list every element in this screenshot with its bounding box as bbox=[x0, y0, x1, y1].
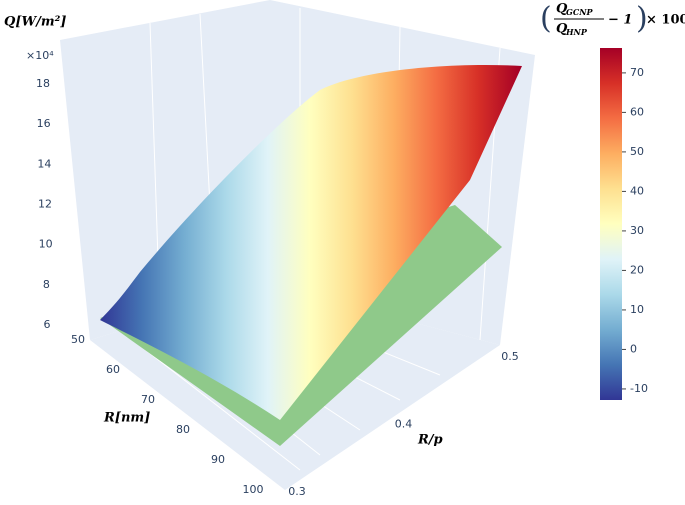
z-tick-label: 12 bbox=[38, 198, 52, 211]
paren: ( bbox=[540, 1, 552, 36]
colorbar-tick-label: 30 bbox=[630, 224, 644, 237]
main-surface bbox=[100, 65, 522, 420]
colorbar-tick-label: 50 bbox=[630, 145, 644, 158]
num: Q bbox=[556, 2, 568, 17]
colorbar-tick-label: 20 bbox=[630, 263, 644, 276]
times-100: × 100 bbox=[646, 13, 685, 28]
x-tick-label: 50 bbox=[71, 333, 85, 346]
y-tick-label: 0.4 bbox=[395, 418, 413, 431]
y-tick-label: 0.5 bbox=[501, 350, 519, 363]
minus-one: − 1 bbox=[608, 13, 632, 28]
x-tick-label: 60 bbox=[106, 363, 120, 376]
z-multiplier: ×10⁴ bbox=[26, 49, 54, 62]
colorbar-tick-label: 70 bbox=[630, 66, 644, 79]
x-tick-label: 80 bbox=[176, 423, 190, 436]
z-tick-label: 8 bbox=[43, 278, 50, 291]
x-title: R[nm] bbox=[103, 411, 150, 426]
colorbar-tick-label: -10 bbox=[630, 382, 648, 395]
y-tick-label: 0.3 bbox=[288, 485, 306, 498]
z-tick-label: 10 bbox=[39, 238, 53, 251]
y-title: R/p bbox=[417, 433, 443, 448]
z-title: Q[W/m²] bbox=[4, 15, 66, 30]
colorbar bbox=[600, 48, 622, 400]
colorbar-tick-label: 60 bbox=[630, 105, 644, 118]
num-sub: GCNP bbox=[566, 7, 594, 17]
den: Q bbox=[556, 22, 568, 37]
colorbar-tick-label: 40 bbox=[630, 184, 644, 197]
z-tick-label: 16 bbox=[37, 117, 51, 130]
colorbar-tick-label: 10 bbox=[630, 303, 644, 316]
colorbar-tick-label: 0 bbox=[630, 342, 637, 355]
z-tick-label: 18 bbox=[36, 77, 50, 90]
x-tick-label: 70 bbox=[141, 393, 155, 406]
den-sub: HNP bbox=[565, 27, 588, 37]
paren: ) bbox=[636, 1, 648, 36]
x-tick-label: 90 bbox=[211, 453, 225, 466]
x-tick-label: 100 bbox=[243, 483, 264, 496]
z-tick-label: 6 bbox=[44, 318, 51, 331]
z-tick-label: 14 bbox=[37, 157, 51, 170]
